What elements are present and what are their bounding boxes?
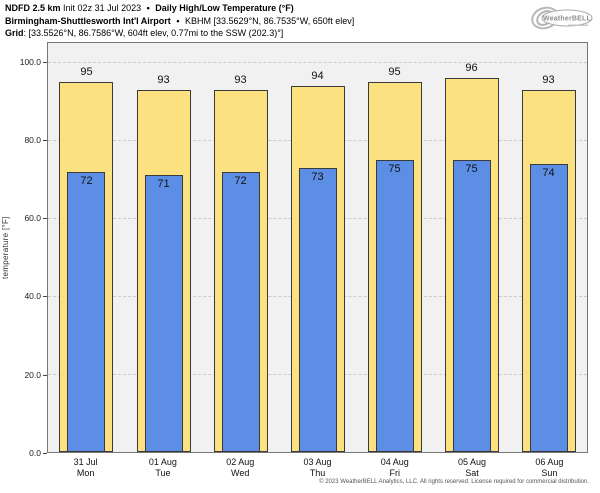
weatherbell-logo: WeatherBELL [531, 6, 593, 30]
logo-subtext-line [568, 24, 588, 26]
bullet-separator: • [176, 15, 180, 26]
low-bar: 74 [529, 163, 568, 452]
high-value-label: 93 [542, 73, 555, 86]
low-value-label: 72 [234, 174, 247, 187]
low-bar: 72 [67, 171, 106, 452]
init-time: Init 02z 31 Jul 2023 [63, 3, 142, 13]
x-tick-date: 06 Aug [535, 457, 564, 467]
x-tick-label: 01 Aug Tue [124, 457, 201, 479]
low-bar: 75 [452, 159, 491, 452]
x-tick-date: 05 Aug [458, 457, 487, 467]
plot-area: 95 72 93 71 93 72 94 73 95 75 96 75 93 74 [47, 42, 588, 453]
x-tick-date: 02 Aug [226, 457, 255, 467]
x-tick-label: 04 Aug Fri [356, 457, 433, 479]
y-tick-label: 40.0 [24, 291, 41, 302]
x-tick-day: Mon [76, 468, 95, 478]
high-value-label: 93 [234, 73, 247, 86]
y-tick-mark [43, 453, 47, 454]
x-tick-label: 05 Aug Sat [433, 457, 510, 479]
low-value-label: 74 [542, 166, 555, 179]
y-tick-mark [43, 374, 47, 376]
logo-text: WeatherBELL [543, 16, 591, 23]
high-value-label: 95 [388, 65, 401, 78]
x-axis-labels: 31 Jul Mon 01 Aug Tue 02 Aug Wed 03 Aug Thu 04 A… [47, 457, 588, 479]
x-tick-day: Sun [541, 468, 558, 478]
x-tick-label: 02 Aug Wed [202, 457, 279, 479]
y-tick-label: 60.0 [24, 213, 41, 224]
low-bar: 75 [375, 159, 414, 452]
low-bar: 72 [221, 171, 260, 452]
x-tick-label: 03 Aug Thu [279, 457, 356, 479]
header-line-3: Grid: [33.5526°N, 86.7586°W, 604ft elev,… [5, 27, 354, 40]
header-line-2: Birmingham-Shuttlesworth Int'l Airport •… [5, 15, 354, 28]
grid-label: Grid [5, 28, 24, 38]
copyright-footer: © 2023 WeatherBELL Analytics, LLC. All r… [319, 479, 589, 485]
bullet-separator: • [146, 3, 150, 13]
grid-info: : [33.5526°N, 86.7586°W, 604ft elev, 0.7… [23, 28, 284, 38]
low-value-label: 72 [80, 174, 93, 187]
low-value-label: 71 [157, 178, 170, 191]
chart-header: NDFD 2.5 km Init 02z 31 Jul 2023 • Daily… [5, 2, 354, 40]
y-tick-label: 20.0 [24, 369, 41, 380]
model-name: NDFD 2.5 km [5, 3, 61, 13]
low-value-label: 75 [465, 162, 478, 175]
low-bar: 73 [298, 167, 337, 452]
y-tick-label: 80.0 [24, 134, 41, 145]
header-line-1: NDFD 2.5 km Init 02z 31 Jul 2023 • Daily… [5, 2, 354, 15]
station-name: Birmingham-Shuttlesworth Int'l Airport [5, 15, 171, 26]
x-tick-day: Wed [231, 468, 250, 478]
high-value-label: 95 [80, 65, 93, 78]
y-tick-mark [43, 61, 47, 63]
y-axis-title: temperature [°F] [1, 216, 10, 279]
x-tick-label: 31 Jul Mon [47, 457, 124, 479]
low-value-label: 73 [311, 170, 324, 183]
y-tick-label: 100.0 [19, 56, 41, 67]
gridline [48, 62, 587, 64]
page-title: Daily High/Low Temperature (°F) [155, 3, 294, 13]
x-tick-day: Tue [155, 468, 171, 478]
station-info: KBHM [33.5629°N, 86.7535°W, 650ft elev] [185, 15, 355, 26]
high-value-label: 94 [311, 69, 324, 82]
low-bar: 71 [144, 175, 183, 452]
x-tick-date: 04 Aug [380, 457, 409, 467]
x-tick-day: Thu [309, 468, 326, 478]
high-value-label: 93 [157, 73, 170, 86]
x-tick-label: 06 Aug Sun [511, 457, 588, 479]
y-tick-mark [43, 296, 47, 298]
y-tick-mark [43, 139, 47, 141]
low-value-label: 75 [388, 162, 401, 175]
y-tick-label: 0.0 [29, 448, 41, 458]
x-tick-date: 03 Aug [303, 457, 332, 467]
y-tick-mark [43, 218, 47, 220]
x-tick-day: Fri [389, 468, 401, 478]
high-value-label: 96 [465, 62, 478, 75]
x-tick-date: 31 Jul [73, 457, 98, 467]
x-tick-date: 01 Aug [148, 457, 177, 467]
x-tick-day: Sat [465, 468, 479, 478]
